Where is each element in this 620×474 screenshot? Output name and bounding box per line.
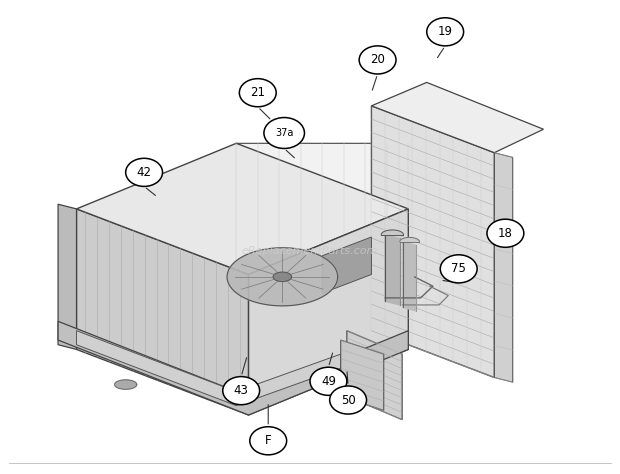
Polygon shape: [273, 272, 291, 282]
Polygon shape: [249, 209, 409, 415]
Circle shape: [427, 18, 464, 46]
Circle shape: [250, 427, 286, 455]
Polygon shape: [76, 143, 409, 274]
Text: 43: 43: [234, 384, 249, 397]
Text: 20: 20: [370, 54, 385, 66]
Polygon shape: [494, 153, 513, 382]
Polygon shape: [385, 235, 400, 305]
Polygon shape: [371, 106, 494, 377]
Polygon shape: [341, 340, 384, 410]
Circle shape: [223, 377, 260, 405]
Circle shape: [264, 118, 304, 148]
Circle shape: [487, 219, 524, 247]
Circle shape: [359, 46, 396, 74]
Text: 50: 50: [341, 393, 355, 407]
Circle shape: [440, 255, 477, 283]
Polygon shape: [76, 331, 341, 406]
Polygon shape: [58, 321, 409, 415]
Text: eReplacementParts.com: eReplacementParts.com: [242, 246, 378, 256]
Polygon shape: [400, 237, 419, 242]
Text: 19: 19: [438, 25, 453, 38]
Circle shape: [126, 158, 162, 186]
Polygon shape: [322, 237, 371, 293]
Polygon shape: [347, 331, 402, 419]
Circle shape: [239, 79, 276, 107]
Text: 42: 42: [136, 166, 152, 179]
Polygon shape: [76, 209, 249, 415]
Text: 49: 49: [321, 375, 336, 388]
Text: 75: 75: [451, 262, 466, 275]
Polygon shape: [371, 82, 544, 153]
Polygon shape: [236, 143, 409, 274]
Polygon shape: [403, 242, 416, 311]
Text: F: F: [265, 434, 272, 447]
Text: 37a: 37a: [275, 128, 293, 138]
Text: 18: 18: [498, 227, 513, 240]
Polygon shape: [58, 204, 76, 349]
Circle shape: [310, 367, 347, 395]
Polygon shape: [115, 380, 137, 389]
Circle shape: [330, 386, 366, 414]
Polygon shape: [227, 248, 338, 306]
Text: 21: 21: [250, 86, 265, 99]
Polygon shape: [381, 230, 404, 235]
